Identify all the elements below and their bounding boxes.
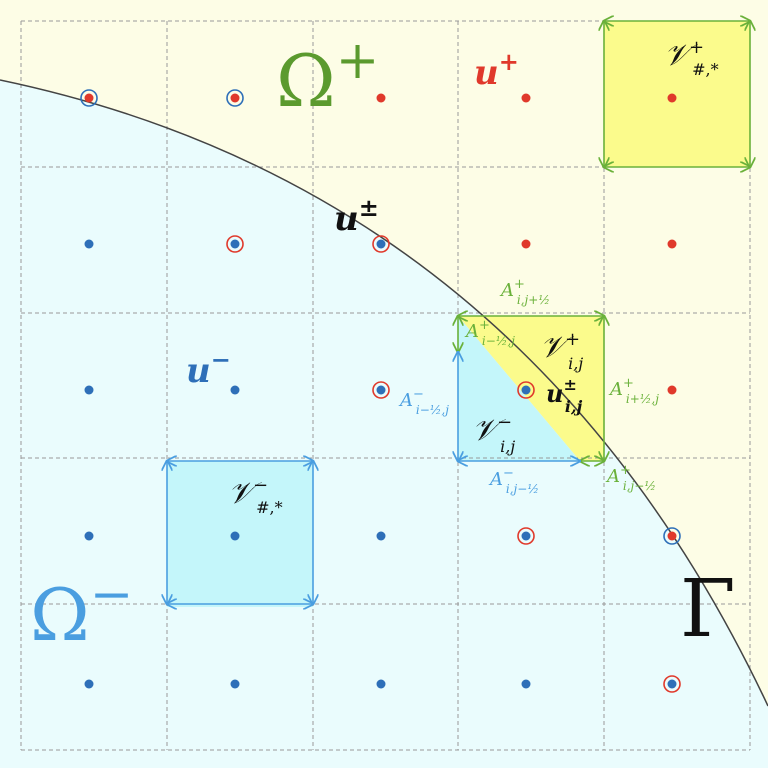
ring-marker	[517, 527, 535, 545]
a-bottom-plus-label: A+ i,j−½	[605, 463, 656, 493]
gamma-label: Γ	[680, 562, 736, 655]
grid-point	[521, 531, 531, 541]
cut-cell-arrows	[458, 316, 604, 461]
grid-point	[84, 385, 94, 395]
a-right-label: A+ i+½,j	[608, 376, 659, 406]
grid-point	[230, 385, 240, 395]
grid-point	[230, 531, 240, 541]
a-left-minus-label: A− i−½,j	[398, 387, 449, 417]
grid-point	[230, 239, 240, 249]
grid-point	[667, 385, 677, 395]
grid-points	[80, 89, 681, 693]
grid-point	[230, 93, 240, 103]
omega-minus-label: Ω−	[30, 565, 133, 657]
ring-marker	[226, 235, 244, 253]
a-bottom-minus-label: A− i,j−½	[488, 466, 539, 496]
plus-far-arrows	[604, 21, 750, 167]
grid-point	[376, 239, 386, 249]
minus-far-arrows	[167, 461, 313, 604]
a-left-plus-label: A+ i−½,j	[464, 318, 515, 348]
grid-point	[84, 679, 94, 689]
a-top-label: A+ i,j+½	[499, 277, 550, 307]
grid-point	[230, 679, 240, 689]
grid-point	[84, 531, 94, 541]
ring-marker	[226, 89, 244, 107]
grid-point	[667, 239, 677, 249]
cut-cell-plus-part	[458, 316, 604, 461]
grid-point	[84, 239, 94, 249]
control-volume-minus-far	[167, 461, 313, 607]
grid-point	[521, 385, 531, 395]
grid-point	[667, 93, 677, 103]
cut-cell-minus-part	[458, 316, 580, 461]
u-minus-label: u−	[186, 345, 231, 391]
grid-point	[521, 239, 531, 249]
ring-marker	[372, 381, 390, 399]
grid-point	[84, 93, 94, 103]
u-pm-label: u±	[334, 193, 379, 239]
v-plus-far-label: 𝒱+ #,*	[664, 37, 719, 79]
ring-marker	[517, 381, 535, 399]
u-ij-pm-label: u± i,j	[546, 375, 583, 416]
interface-curve	[0, 79, 768, 707]
grid-point	[376, 679, 386, 689]
grid-point	[376, 93, 386, 103]
ring-marker	[80, 89, 98, 107]
ring-marker	[372, 235, 390, 253]
grid-point	[667, 679, 677, 689]
grid-point	[376, 531, 386, 541]
ring-marker	[663, 675, 681, 693]
control-volume-plus-far	[604, 21, 750, 167]
omega-plus-label: Ω+	[276, 31, 379, 123]
grid-point	[376, 385, 386, 395]
v-ij-plus-label: 𝒱+ i,j	[540, 329, 583, 373]
v-minus-far-label: 𝒱− #,*	[228, 475, 283, 517]
u-plus-label: u+	[474, 47, 519, 93]
v-ij-minus-label: 𝒱− i,j	[472, 412, 515, 456]
grid-point	[521, 679, 531, 689]
grid-point	[521, 93, 531, 103]
ring-marker	[663, 527, 681, 545]
grid-point	[667, 531, 677, 541]
